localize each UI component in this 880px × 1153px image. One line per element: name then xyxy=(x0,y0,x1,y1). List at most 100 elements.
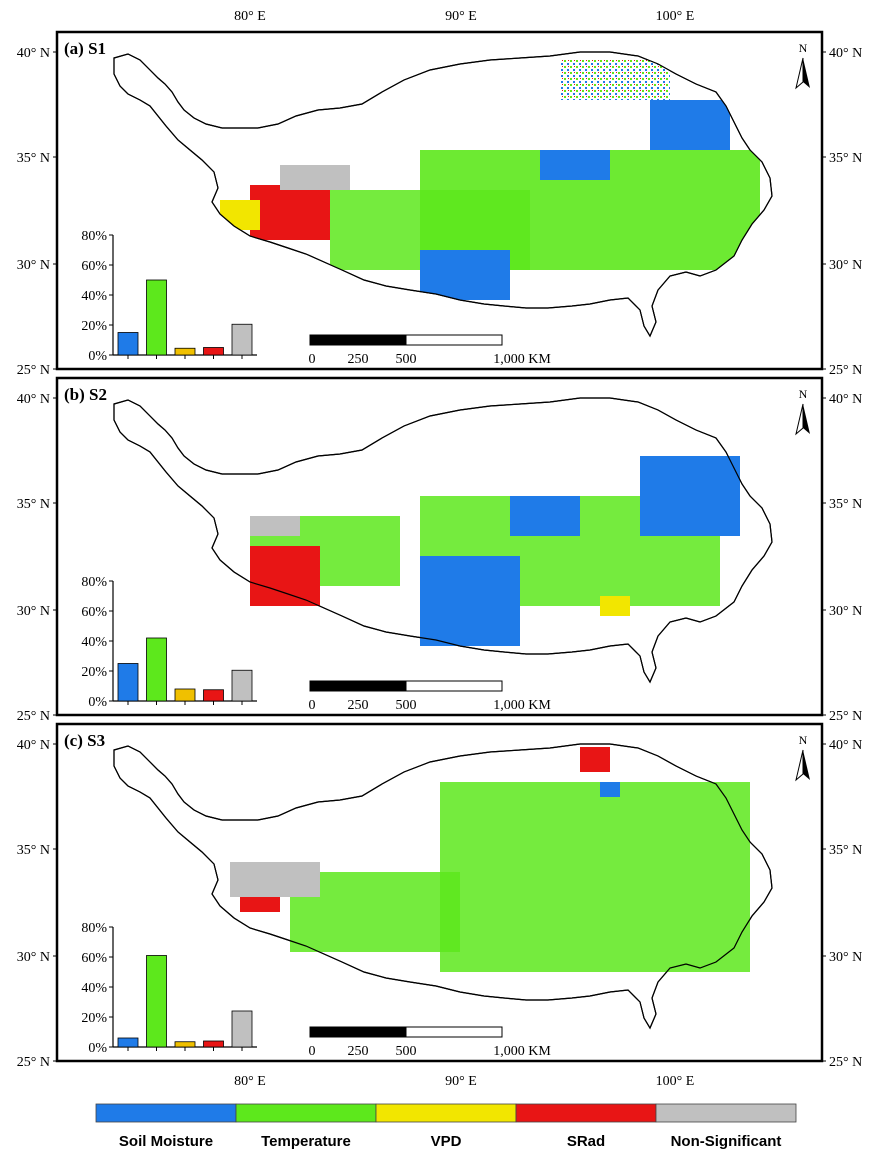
panel-c: (c) S3 N 0 250 500 1,000 KM 80% 60% 40% 20%… xyxy=(55,722,824,1063)
svg-text:1,000 KM: 1,000 KM xyxy=(493,352,551,367)
lat-label-left: 30° N xyxy=(17,258,50,273)
lat-label-left: 25° N xyxy=(17,709,50,724)
scale-bar: 0 250 500 1,000 KM xyxy=(309,1026,551,1059)
inset-tick-label: 20% xyxy=(81,1011,107,1026)
north-arrow: N xyxy=(795,733,810,782)
svg-text:0: 0 xyxy=(309,1044,316,1059)
legend-label: VPD xyxy=(431,1133,462,1150)
lat-label-right: 40° N xyxy=(829,738,862,753)
lat-label-left: 25° N xyxy=(17,1055,50,1070)
scale-bar: 0 250 500 1,000 KM xyxy=(309,680,551,713)
bar-vpd xyxy=(174,688,196,702)
inset-tick-label: 40% xyxy=(81,289,107,304)
svg-text:250: 250 xyxy=(348,352,369,367)
lat-label-right: 40° N xyxy=(829,46,862,61)
inset-tick-label: 80% xyxy=(81,921,107,936)
bar-vpd xyxy=(174,347,196,356)
lat-label-right: 30° N xyxy=(829,258,862,273)
region-temperature xyxy=(440,782,750,972)
svg-text:1,000 KM: 1,000 KM xyxy=(493,1044,551,1059)
lat-label-right: 35° N xyxy=(829,151,862,166)
scale-bar: 0 250 500 1,000 KM xyxy=(309,334,551,367)
inset-tick-label: 60% xyxy=(81,951,107,966)
bar-soil-moisture xyxy=(117,1037,139,1048)
plateau-map xyxy=(113,397,773,683)
region-soil-moisture xyxy=(420,250,510,300)
region-mixed xyxy=(560,60,670,100)
region-soil-moisture xyxy=(510,496,580,536)
legend-label: Temperature xyxy=(261,1133,351,1150)
inset-tick-label: 80% xyxy=(81,575,107,590)
legend-label: Soil Moisture xyxy=(119,1133,213,1150)
bar-non-significant xyxy=(231,1010,253,1048)
svg-text:1,000 KM: 1,000 KM xyxy=(493,698,551,713)
lat-label-left: 40° N xyxy=(17,46,50,61)
lat-label-left: 30° N xyxy=(17,950,50,965)
svg-text:0: 0 xyxy=(309,698,316,713)
north-arrow: N xyxy=(795,41,810,90)
lat-label-left: 40° N xyxy=(17,738,50,753)
inset-tick-label: 20% xyxy=(81,319,107,334)
plateau-map xyxy=(113,743,773,1029)
region-srad xyxy=(250,185,330,240)
lat-label-right: 25° N xyxy=(829,709,862,724)
panel-b: (b) S2 N 0 250 500 1,000 KM 80%60%40%2 xyxy=(55,376,824,717)
svg-text:250: 250 xyxy=(348,1044,369,1059)
plateau-map xyxy=(113,51,773,337)
lat-label-right: 25° N xyxy=(829,1055,862,1070)
panel-title: (a) S1 xyxy=(64,39,106,58)
panel-title: (c) S3 xyxy=(64,731,105,750)
inset-bar-chart: 80% 60% 40% 20% 0% xyxy=(81,575,257,710)
inset-bar-chart: 80% 60% 40% 20% 0% xyxy=(81,229,257,364)
lat-label-right: 30° N xyxy=(829,950,862,965)
region-srad xyxy=(580,747,610,772)
inset-tick-label: 40% xyxy=(81,635,107,650)
legend-label: Non-Significant xyxy=(671,1133,782,1150)
bottom-lon-label-90: 90° E xyxy=(445,1074,477,1089)
svg-text:N: N xyxy=(799,733,808,747)
inset-tick-label: 0% xyxy=(88,1041,107,1056)
lat-label-left: 30° N xyxy=(17,604,50,619)
legend-swatch-srad xyxy=(515,1103,657,1123)
region-soil-moisture xyxy=(600,782,620,797)
bar-temperature xyxy=(146,637,167,702)
legend-swatch-temperature xyxy=(235,1103,377,1123)
lat-label-right: 35° N xyxy=(829,843,862,858)
region-soil-moisture xyxy=(540,150,610,180)
bar-srad xyxy=(203,1040,224,1048)
lat-label-right: 25° N xyxy=(829,363,862,378)
lat-label-left: 40° N xyxy=(17,392,50,407)
region-non-significant xyxy=(250,516,300,536)
bar-soil-moisture xyxy=(117,663,139,702)
latitude-labels: 40° N 40° N 35° N 35° N 30° N 30° N 25° N 25° N… xyxy=(17,46,862,1070)
svg-text:N: N xyxy=(799,41,808,55)
panel-title: (b) S2 xyxy=(64,385,107,404)
legend-swatch-soil-moisture xyxy=(95,1103,237,1123)
inset-tick-label: 0% xyxy=(88,349,107,364)
lat-label-left: 35° N xyxy=(17,151,50,166)
top-lon-label-100: 100° E xyxy=(656,9,695,24)
bar-vpd xyxy=(174,1041,196,1048)
svg-text:500: 500 xyxy=(396,698,417,713)
bar-soil-moisture xyxy=(117,332,139,356)
bar-non-significant xyxy=(231,323,253,356)
lat-label-left: 35° N xyxy=(17,497,50,512)
legend-swatch-non-significant xyxy=(655,1103,797,1123)
region-srad xyxy=(250,546,320,606)
bar-temperature xyxy=(146,279,167,356)
legend: Soil Moisture Temperature VPD SRad Non-Signi… xyxy=(95,1103,797,1150)
region-vpd xyxy=(600,596,630,616)
top-lon-label-80: 80° E xyxy=(234,9,266,24)
top-lon-label-90: 90° E xyxy=(445,9,477,24)
lat-label-left: 35° N xyxy=(17,843,50,858)
svg-text:500: 500 xyxy=(396,352,417,367)
svg-text:250: 250 xyxy=(348,698,369,713)
svg-text:500: 500 xyxy=(396,1044,417,1059)
bottom-lon-label-100: 100° E xyxy=(656,1074,695,1089)
inset-tick-label: 40% xyxy=(81,981,107,996)
inset-tick-label: 60% xyxy=(81,259,107,274)
legend-swatch-vpd xyxy=(375,1103,517,1123)
bar-temperature xyxy=(146,955,167,1048)
lat-label-left: 25° N xyxy=(17,363,50,378)
